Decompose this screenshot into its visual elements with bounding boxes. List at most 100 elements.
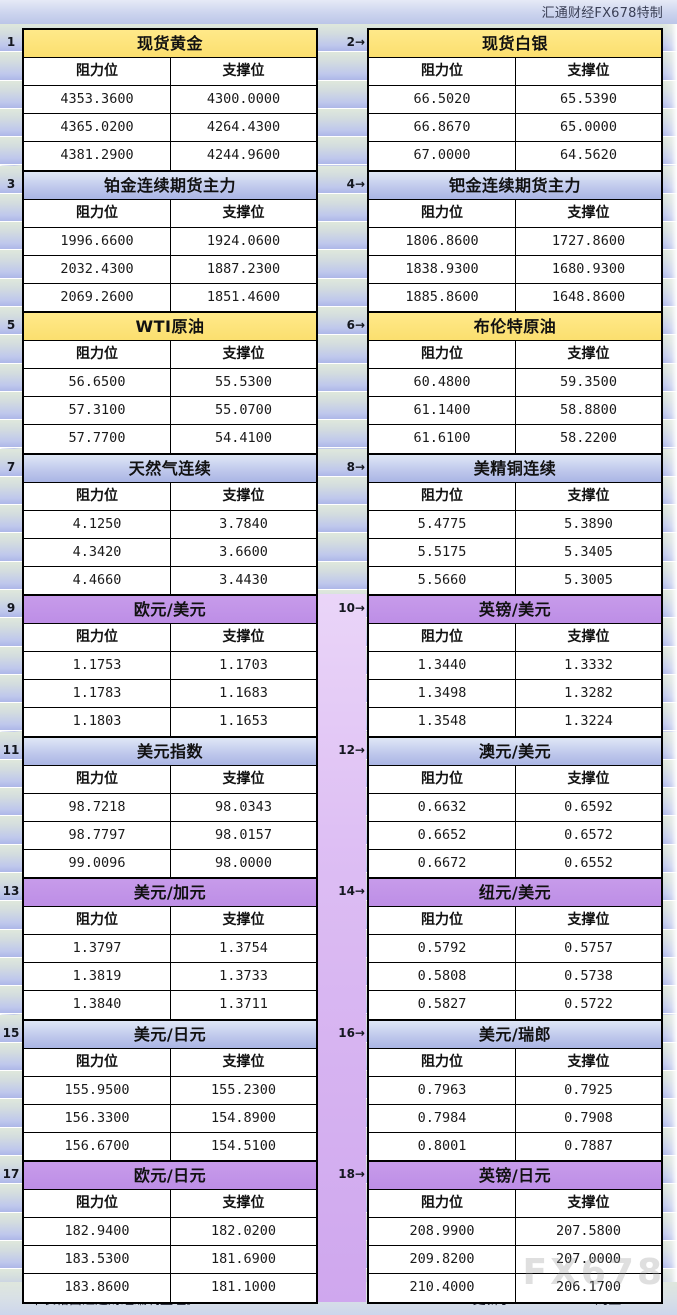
cell-support: 5.3005 [515,566,661,595]
cell-support: 55.0700 [170,397,316,424]
column-header-support: 支撑位 [170,907,316,934]
cell-support: 55.5300 [170,369,316,396]
cell-resistance: 66.8670 [369,114,515,141]
column-header-resistance: 阻力位 [369,199,515,227]
table-row: 56.6500 55.5300 [24,369,316,397]
cell-support: 154.5100 [170,1132,316,1161]
column-header-resistance: 阻力位 [24,1190,170,1217]
card-column-header: 阻力位 支撑位 [369,58,661,86]
cell-resistance: 210.4000 [369,1274,515,1302]
card-column-header: 阻力位 支撑位 [369,765,661,794]
column-header-support: 支撑位 [170,341,316,368]
table-row: 2032.4300 1887.2300 [24,255,316,284]
cell-support: 207.0000 [515,1246,661,1273]
card-column-header: 阻力位 支撑位 [369,1190,661,1218]
column-header-support: 支撑位 [515,482,661,510]
table-row: 5.5175 5.3405 [369,538,661,567]
column-header-support: 支撑位 [170,624,316,651]
cell-resistance: 1885.8600 [369,283,515,312]
card-index-18: 18→ [338,1167,365,1181]
cell-support: 1.3754 [170,935,316,962]
cell-resistance: 99.0096 [24,849,170,878]
table-row: 66.5020 65.5390 [369,86,661,114]
card-title-18: 英镑/日元 [369,1162,661,1190]
page-title: 汇通财经FX678特制 [541,6,663,21]
table-row: 1.1753 1.1703 [24,652,316,680]
cell-support: 0.7887 [515,1132,661,1161]
table-row: 155.9500 155.2300 [24,1076,316,1105]
quote-card-14: 纽元/美元 阻力位 支撑位 0.5792 0.5757 0.5808 0.5738 0.582… [367,877,663,1021]
cell-resistance: 5.5175 [369,538,515,566]
card-index-8: 8→ [346,459,365,474]
cell-resistance: 0.5792 [369,935,515,962]
table-row: 0.5827 0.5722 [369,991,661,1019]
card-index-1: 1 [6,35,16,49]
cell-resistance: 0.6652 [369,821,515,849]
cell-support: 3.4430 [170,566,316,595]
table-row: 2069.2600 1851.4600 [24,283,316,312]
cell-resistance: 0.8001 [369,1132,515,1161]
quote-card-16: 美元/瑞郎 阻力位 支撑位 0.7963 0.7925 0.7984 0.7908 0.800… [367,1018,663,1163]
cell-support: 1.1653 [170,708,316,736]
cell-support: 0.6552 [515,849,661,878]
table-row: 0.5808 0.5738 [369,963,661,991]
table-row: 1.3440 1.3332 [369,652,661,680]
card-title-9: 欧元/美元 [24,596,316,624]
cell-support: 5.3890 [515,510,661,538]
card-title-4: 钯金连续期货主力 [369,171,661,200]
column-header-support: 支撑位 [515,341,661,368]
cell-support: 1.3733 [170,963,316,990]
table-row: 4.1250 3.7840 [24,510,316,539]
cell-support: 1727.8600 [515,227,661,255]
table-row: 57.3100 55.0700 [24,397,316,425]
card-title-3: 铂金连续期货主力 [24,171,316,200]
quote-card-11: 美元指数 阻力位 支撑位 98.7218 98.0343 98.7797 98.0157 99… [22,735,318,880]
quote-card-15: 美元/日元 阻力位 支撑位 155.9500 155.2300 156.3300 154.8… [22,1018,318,1163]
quote-card-2: 现货白银 阻力位 支撑位 66.5020 65.5390 66.8670 65.0000 67… [367,28,663,172]
quote-card-18: 英镑/日元 阻力位 支撑位 208.9900 207.5800 209.8200 207.0… [367,1160,663,1304]
quote-card-17: 欧元/日元 阻力位 支撑位 182.9400 182.0200 183.5300 181.6… [22,1160,318,1304]
table-row: 1838.9300 1680.9300 [369,255,661,284]
card-title-10: 英镑/美元 [369,596,661,624]
table-row: 4365.0200 4264.4300 [24,114,316,142]
column-header-support: 支撑位 [515,765,661,793]
card-index-15: 15 [2,1025,20,1040]
cell-support: 4300.0000 [170,86,316,113]
cell-resistance: 1.1783 [24,680,170,707]
card-title-15: 美元/日元 [24,1020,316,1049]
cell-support: 65.5390 [515,86,661,113]
card-title-6: 布伦特原油 [369,313,661,341]
quote-card-13: 美元/加元 阻力位 支撑位 1.3797 1.3754 1.3819 1.3733 1.384… [22,877,318,1021]
cell-support: 3.6600 [170,538,316,566]
card-column-header: 阻力位 支撑位 [369,624,661,652]
column-header-resistance: 阻力位 [24,341,170,368]
cell-resistance: 1.3840 [24,991,170,1019]
column-header-resistance: 阻力位 [369,1190,515,1217]
table-row: 1.1783 1.1683 [24,680,316,708]
table-row: 156.6700 154.5100 [24,1132,316,1161]
table-row: 183.8600 181.1000 [24,1274,316,1302]
cell-resistance: 0.6632 [369,793,515,821]
card-title-12: 澳元/美元 [369,737,661,766]
card-title-14: 纽元/美元 [369,879,661,907]
card-index-12: 12→ [338,742,365,757]
cell-resistance: 155.9500 [24,1076,170,1104]
cell-support: 0.6592 [515,793,661,821]
cell-support: 1.1683 [170,680,316,707]
card-column-header: 阻力位 支撑位 [24,624,316,652]
card-title-5: WTI原油 [24,313,316,341]
column-header-resistance: 阻力位 [24,1048,170,1076]
card-column-header: 阻力位 支撑位 [24,199,316,228]
table-row: 1806.8600 1727.8600 [369,227,661,256]
table-row: 1.3819 1.3733 [24,963,316,991]
quote-grid: 现货黄金 阻力位 支撑位 4353.3600 4300.0000 4365.0200 426… [0,24,677,1304]
table-row: 1.1803 1.1653 [24,708,316,736]
card-index-16: 16→ [338,1025,365,1040]
cell-support: 0.7925 [515,1076,661,1104]
cell-support: 154.8900 [170,1104,316,1132]
table-row: 98.7218 98.0343 [24,793,316,822]
cell-support: 59.3500 [515,369,661,396]
card-index-13: 13 [2,884,20,898]
card-column-header: 阻力位 支撑位 [24,341,316,369]
table-row: 4353.3600 4300.0000 [24,86,316,114]
